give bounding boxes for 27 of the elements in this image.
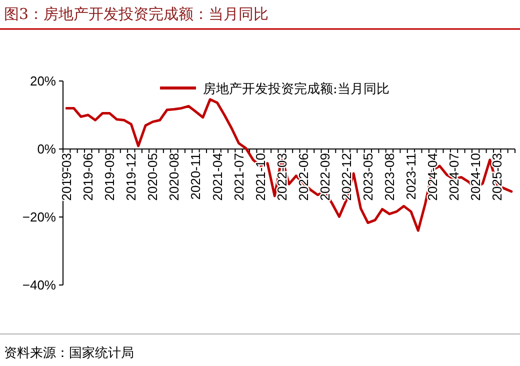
y-tick-label: 0% [37,142,56,156]
x-tick-label: 2021-07 [231,153,246,201]
text: 资料来源：国家统计局 [4,345,134,361]
chart-title: 图3：房地产开发投资完成额：当月同比 [4,5,269,23]
x-tick-label: 2020-08 [166,153,182,201]
x-tick-label: 2020-05 [145,153,160,201]
x-tick-label: 2024-07 [446,153,462,201]
x-tick-label: 2021-04 [210,153,225,201]
x-tick-label: 2022-12 [338,153,354,201]
x-tick-label: 2024-10 [468,153,484,201]
legend-label: 房地产开发投资完成额:当月同比 [203,81,390,97]
x-tick-label: 2020-11 [188,153,204,200]
x-tick-label: 2022-09 [317,153,332,201]
x-tick-label: 2025-03 [490,153,505,201]
x-tick-label: 2021-10 [252,153,268,201]
x-tick-label: 2019-09 [102,153,118,201]
x-tick-label: 2022-03 [274,153,290,201]
x-tick-label: 2023-08 [382,153,397,201]
x-tick-label: 2019-12 [124,153,139,201]
x-tick-label: 2022-06 [296,153,311,201]
y-tick-label: 20% [30,74,56,88]
y-tick-label: −20% [22,210,56,224]
x-tick-label: 2019-06 [80,153,96,201]
y-tick-label: −40% [22,278,56,292]
x-tick-label: 2023-05 [360,153,376,201]
x-tick-label: 2023-11 [403,153,418,200]
x-tick-label: 2024-04 [424,153,440,201]
